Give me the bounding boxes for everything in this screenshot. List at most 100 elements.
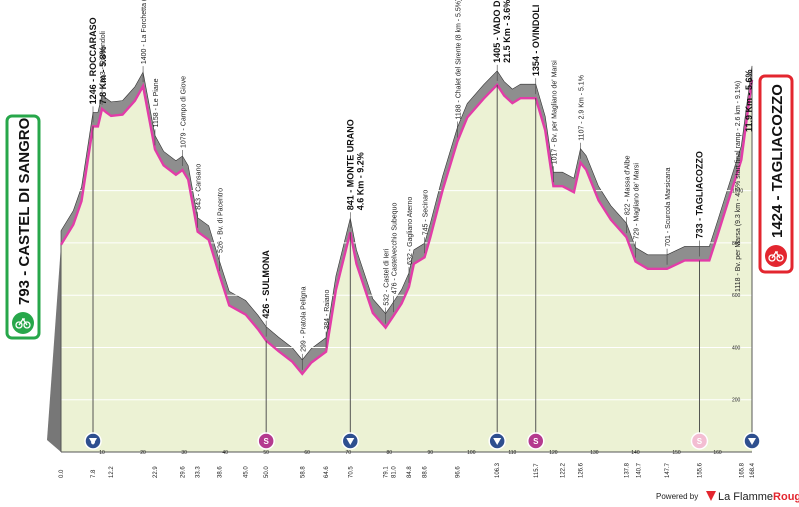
start-elevation: 793: [16, 280, 33, 305]
km-label: 147.7: [665, 462, 671, 478]
brand-logo-icon: [706, 491, 716, 501]
km-label: 64.6: [324, 466, 330, 478]
x-tick-label: 60: [304, 450, 310, 456]
x-tick-label: 100: [467, 450, 476, 456]
powered-by: Powered by: [656, 492, 698, 501]
place-label: 476 - Castelvecchio Subequo: [391, 203, 398, 295]
place-label: 822 - Massa d'Albe: [624, 155, 631, 215]
x-tick-label: 130: [590, 450, 599, 456]
climb-label: 21.5 Km - 3.6%: [502, 0, 512, 63]
marker-label: S: [533, 437, 539, 446]
finish-elevation-name: 1424 - TAGLIACOZZO: [769, 84, 786, 238]
place-label: 526 - Bv. di Pacentro: [217, 188, 224, 253]
km-label: 155.6: [697, 462, 703, 478]
x-tick-label: 90: [428, 450, 434, 456]
elevation-tick-label: 200: [732, 398, 741, 404]
finish-elevation: 1424: [769, 204, 786, 238]
place-label: 1400 - La Forchetta (1.7 km - 8%): [141, 0, 148, 64]
place-label: 745 - Secinaro: [423, 190, 430, 236]
place-label: 384 - Raiano: [324, 289, 331, 329]
marker-label: S: [697, 437, 703, 446]
km-label: 168.4: [750, 462, 756, 478]
km-label: 115.7: [534, 463, 540, 478]
place-label: 1188 - Chalet del Sirente (8 km - 5.5%): [455, 0, 462, 120]
sprint-icon: [257, 432, 275, 450]
brand-name: La FlammeRouge: [718, 491, 799, 503]
place-label: 729 - Magliano de' Marsi: [633, 163, 640, 240]
finish-note: 1118 - Bv. per Marsa (9.3 km - 4.5% star…: [735, 81, 742, 292]
place-label: 1158 - Le Piane: [153, 78, 160, 127]
km-label: 122.2: [560, 462, 566, 478]
x-tick-label: 80: [386, 450, 392, 456]
km-label: 96.6: [455, 466, 461, 478]
finish-banner: 1424 - TAGLIACOZZO 11.9 Km - 5.6% 1118 -…: [735, 69, 794, 292]
bike-glyph-start: [15, 317, 31, 329]
km-label: 81.0: [391, 466, 397, 478]
km-label: 7.8: [91, 469, 97, 478]
x-tick-label: 20: [140, 450, 146, 456]
km-label: 29.6: [180, 466, 186, 478]
start-elevation-name: 793 - CASTEL DI SANGRO: [16, 117, 33, 305]
finish-name: TAGLIACOZZO: [769, 84, 786, 192]
elevation-tick-label: 1000: [732, 189, 743, 195]
km-label: 22.9: [153, 466, 159, 478]
place-label: 1107 - 2.9 Km - 5.1%: [578, 75, 585, 141]
km-label: 106.3: [495, 462, 501, 478]
climb-label: 7.8 Km - 5.8%: [98, 46, 108, 104]
place-label: 299 - Pratola Peligna: [300, 286, 307, 351]
kom-triangle: [493, 438, 502, 445]
km-label: 58.8: [300, 466, 306, 478]
km-label: 79.1: [384, 466, 390, 478]
finish-bike-icon: [765, 245, 787, 267]
place-label: 733 - TAGLIACOZZO: [694, 151, 704, 238]
kom-triangle: [748, 438, 756, 445]
place-label: 701 - Scurcola Marsicana: [665, 167, 672, 246]
km-label: 137.8: [624, 462, 630, 478]
km-label: 38.6: [217, 466, 223, 478]
km-label: 50.0: [264, 466, 270, 478]
plot-area: 200 400 600 800 1000 1246 - ROCCARASO 7.8 Km -…: [47, 0, 761, 478]
brand-footer: Powered by La FlammeRouge: [656, 491, 799, 503]
sprint-icon: [690, 432, 709, 450]
sprint-icon: [527, 432, 545, 450]
x-tick-label: 10: [99, 450, 105, 456]
place-label: 1405 - VADO DELLA FORCELLA (LAST 5.7 KM …: [492, 0, 502, 63]
km-label: 12.2: [109, 466, 115, 478]
profile-wall: [47, 244, 61, 452]
km-label: 45.0: [244, 466, 250, 478]
place-label: 843 - Cansano: [196, 164, 203, 210]
km-label: 70.5: [348, 466, 354, 478]
kom-triangle: [346, 438, 355, 445]
place-label: 632 - Gagliano Aterno: [407, 197, 414, 265]
km-label: 165.8: [739, 462, 745, 478]
km-label: 33.3: [196, 466, 202, 478]
place-label: 1079 - Campo di Giove: [180, 76, 187, 148]
km-label: 84.8: [407, 466, 413, 478]
place-label: 426 - SULMONA: [261, 250, 271, 319]
bike-glyph-finish: [768, 250, 784, 262]
elevation-tick-label: 400: [732, 345, 741, 351]
place-label: 1017 - Bv. per Magliano de' Marsi: [551, 60, 558, 164]
start-bike-icon: [12, 312, 34, 334]
marker-label: 3: [91, 437, 96, 446]
km-label: 88.6: [423, 466, 429, 478]
finish-climb: 11.9 Km - 5.6%: [744, 69, 754, 132]
x-tick-label: 160: [713, 450, 722, 456]
x-tick-label: 50: [263, 450, 269, 456]
elevation-tick-label: 600: [732, 293, 741, 299]
place-label: 1246 - ROCCARASO: [88, 17, 98, 104]
x-tick-label: 70: [345, 450, 351, 456]
x-tick-label: 150: [672, 450, 681, 456]
place-label: 841 - MONTE URANO: [345, 119, 355, 210]
route-line: [59, 79, 754, 376]
km-label: 126.6: [578, 462, 584, 478]
place-label: 1354 - OVINDOLI: [531, 5, 541, 77]
x-tick-label: 110: [508, 450, 516, 456]
place-label: 1313 - Rivisondoli: [100, 31, 107, 87]
kom-triangle: [89, 438, 98, 445]
climb-label: 4.6 Km - 9.2%: [355, 152, 365, 210]
start-banner: 793 - CASTEL DI SANGRO: [5, 114, 41, 340]
x-tick-label: 40: [222, 450, 228, 456]
start-name: CASTEL DI SANGRO: [16, 117, 33, 266]
